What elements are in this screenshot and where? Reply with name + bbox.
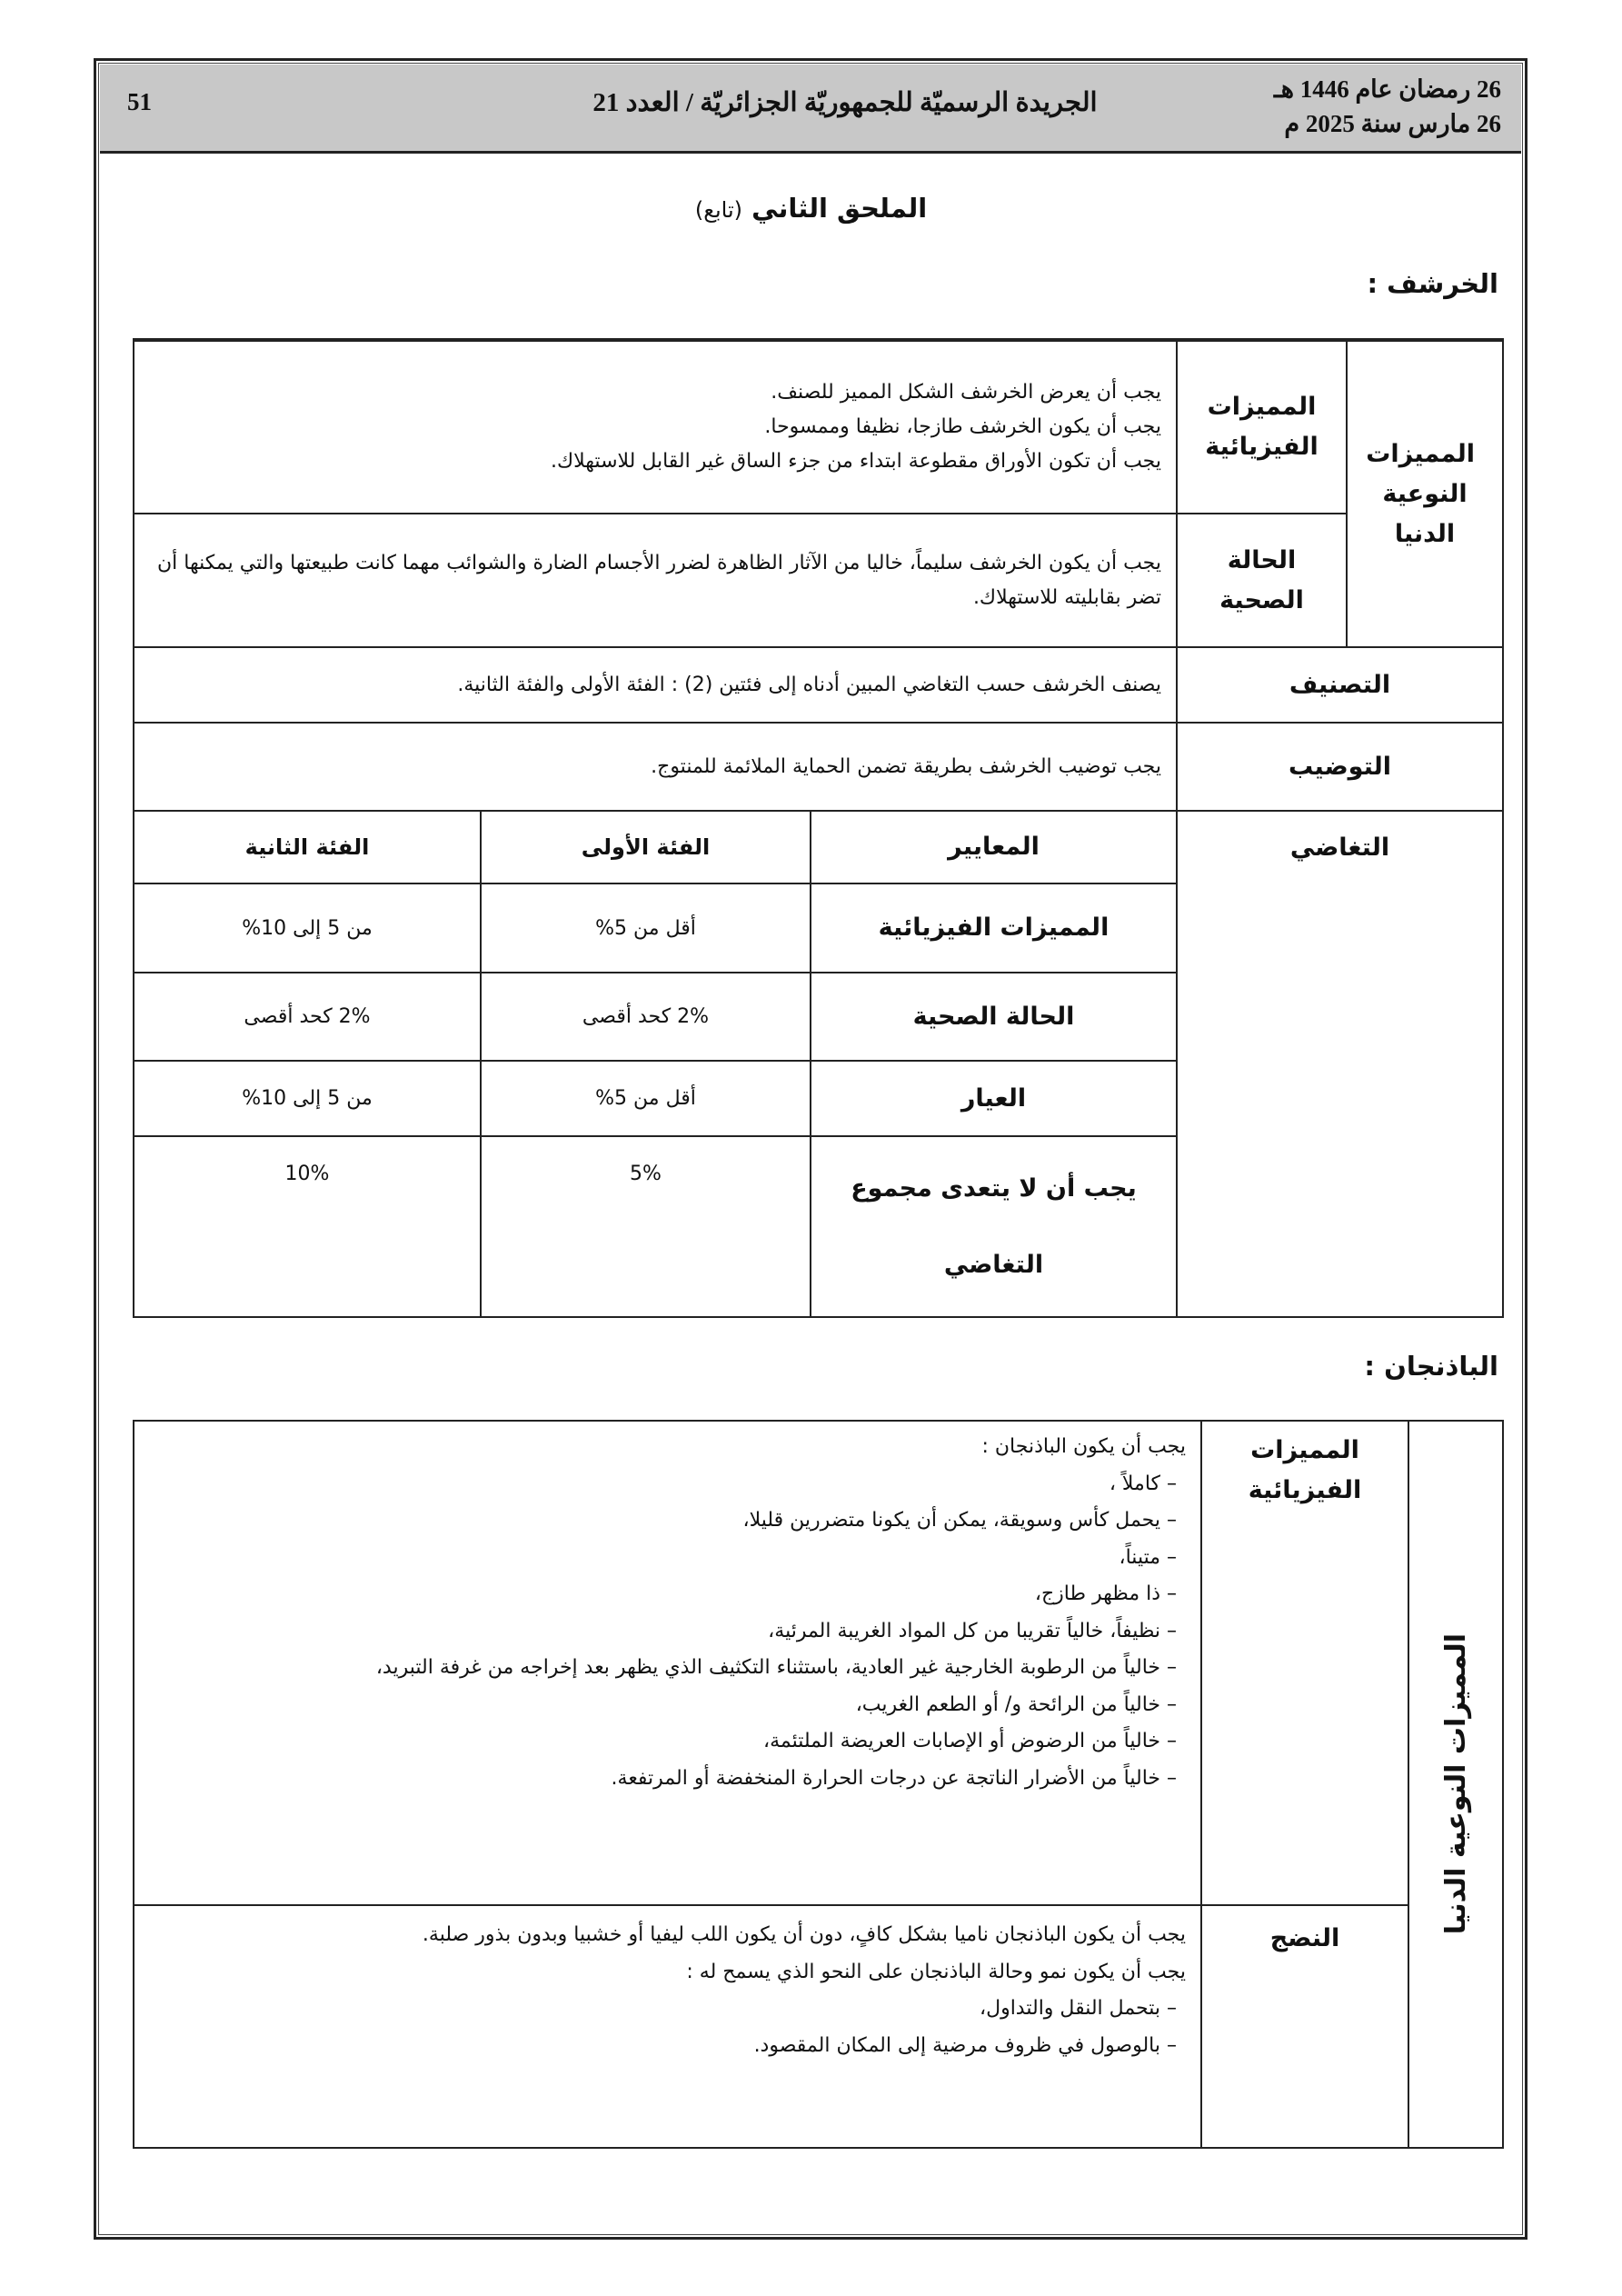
health-label: الحالة الصحية — [1176, 513, 1348, 648]
packaging-label: التوضيب — [1176, 722, 1504, 812]
col-first-category: الفئة الأولى — [480, 810, 811, 884]
tolerance-row: المميزات الفيزيائية أقل من 5% من 5 إلى 1… — [133, 883, 1503, 973]
artichoke-table: المميزات النوعية الدنيا المميزات الفيزيا… — [133, 338, 1504, 1318]
page-number: 51 — [127, 88, 152, 115]
group-label: المميزات النوعية الدنيا — [1346, 338, 1504, 648]
page-frame-inner — [98, 63, 1523, 2235]
gazette-header: 26 رمضان عام 1446 هـ 26 مارس سنة 2025 م … — [100, 65, 1521, 154]
annex-title: الملحق الثاني (تابع) — [0, 193, 1622, 224]
classification-label: التصنيف — [1176, 646, 1504, 724]
classification-text: يصنف الخرشف حسب التغاضي المبين أدناه إلى… — [133, 646, 1178, 724]
physical-text: يجب أن يكون الباذنجان : – كاملاً ، – يحم… — [133, 1420, 1202, 1906]
date-gregorian: 26 مارس سنة 2025 م — [1284, 110, 1501, 137]
page-frame — [94, 58, 1527, 2240]
annex-subtitle: (تابع) — [694, 197, 743, 223]
col-second-category: الفئة الثانية — [133, 810, 482, 884]
header-date: 26 رمضان عام 1446 هـ 26 مارس سنة 2025 م — [1274, 72, 1501, 141]
tolerance-row: يجب أن لا يتعدى مجموع التغاضي 5% 10% — [133, 1135, 1503, 1318]
ripeness-label: النضج — [1200, 1904, 1409, 2149]
health-text: يجب أن يكون الخرشف سليماً، خاليا من الآث… — [133, 513, 1178, 648]
section-heading-artichoke: الخرشف : — [1367, 268, 1498, 299]
physical-text: يجب أن يعرض الخرشف الشكل المميز للصنف. ي… — [133, 338, 1178, 514]
physical-label: المميزات الفيزيائية — [1200, 1420, 1409, 1906]
gazette-title: الجريدة الرسميّة للجمهوريّة الجزائريّة /… — [592, 88, 1098, 117]
col-criteria: المعايير — [810, 810, 1178, 884]
annex-title-text: الملحق الثاني — [751, 193, 928, 224]
tolerance-label: التغاضي — [1176, 810, 1504, 1318]
physical-label: المميزات الفيزيائية — [1176, 338, 1348, 514]
section-heading-eggplant: الباذنجان : — [1364, 1351, 1498, 1382]
eggplant-table: المميزات النوعية الدنيا المميزات الفيزيا… — [133, 1420, 1504, 2149]
tolerance-row: الحالة الصحية 2% كحد أقصى 2% كحد أقصى — [133, 972, 1503, 1062]
ripeness-text: يجب أن يكون الباذنجان ناميا بشكل كافٍ، د… — [133, 1904, 1202, 2149]
group-label: المميزات النوعية الدنيا — [1408, 1420, 1504, 2149]
date-hijri: 26 رمضان عام 1446 هـ — [1273, 75, 1501, 103]
packaging-text: يجب توضيب الخرشف بطريقة تضمن الحماية الم… — [133, 722, 1178, 812]
tolerance-row: العيار أقل من 5% من 5 إلى 10% — [133, 1060, 1503, 1137]
